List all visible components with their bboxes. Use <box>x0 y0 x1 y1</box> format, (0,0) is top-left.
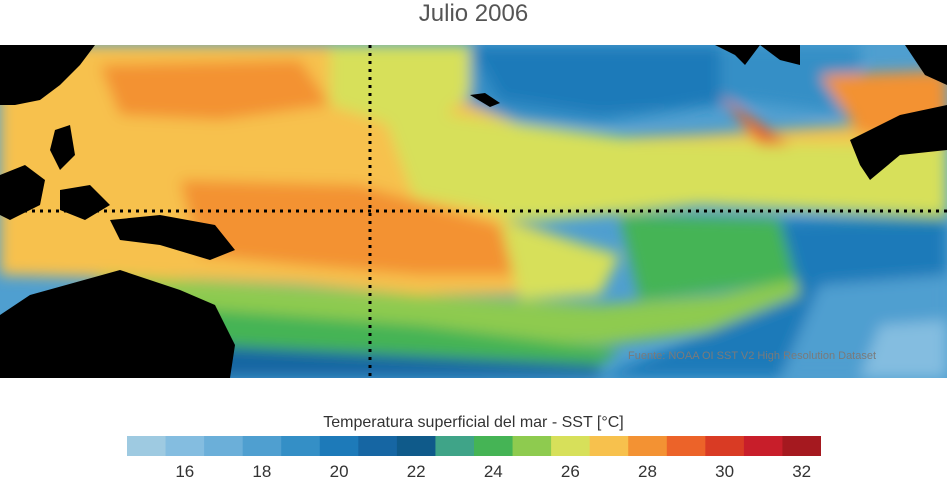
colorbar-swatch <box>474 436 514 456</box>
colorbar-swatch <box>281 436 321 456</box>
colorbar-swatch <box>319 436 359 456</box>
colorbar-swatch <box>127 436 167 456</box>
colorbar-tick-label: 28 <box>638 462 657 481</box>
colorbar-tick-label: 24 <box>483 462 503 481</box>
colorbar-tick-label: 22 <box>406 462 426 481</box>
colorbar-swatch <box>204 436 244 456</box>
colorbar-swatch <box>165 436 205 456</box>
colorbar-tick-label: 30 <box>715 462 735 481</box>
data-source-note: Fuente: NOAA OI SST V2 High Resolution D… <box>628 350 877 362</box>
colorbar-swatch <box>512 436 552 456</box>
colorbar-swatch <box>435 436 475 456</box>
colorbar-swatch <box>242 436 282 456</box>
colorbar-swatch <box>705 436 745 456</box>
colorbar-swatch <box>589 436 629 456</box>
colorbar-tick-label: 26 <box>560 462 580 481</box>
colorbar-swatch <box>396 436 436 456</box>
colorbar-swatch <box>743 436 783 456</box>
colorbar-tick-label: 32 <box>792 462 812 481</box>
sst-field <box>0 45 947 378</box>
colorbar-swatch <box>628 436 668 456</box>
colorbar-swatch <box>551 436 591 456</box>
colorbar-swatch <box>782 436 821 456</box>
landmasses <box>0 45 947 378</box>
sst-map <box>0 45 947 378</box>
colorbar-label: Temperatura superficial del mar - SST [°… <box>323 414 624 431</box>
colorbar-swatch <box>666 436 706 456</box>
colorbar-tick-label: 18 <box>252 462 272 481</box>
colorbar <box>127 436 821 456</box>
colorbar-tick-label: 20 <box>329 462 349 481</box>
map-title: Julio 2006 <box>418 0 529 27</box>
colorbar-swatch <box>358 436 398 456</box>
colorbar-tick-label: 16 <box>175 462 195 481</box>
